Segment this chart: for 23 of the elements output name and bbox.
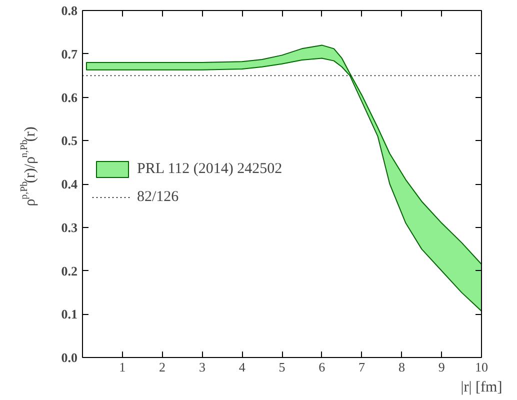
x-tick-label: 4 — [238, 360, 246, 374]
x-tick-label: 7 — [358, 360, 366, 374]
y-tick-label: 0.4 — [61, 176, 78, 192]
y-tick-label: 0.7 — [61, 46, 78, 62]
y-tick-label: 0.2 — [61, 263, 78, 278]
x-tick-label: 5 — [278, 360, 286, 374]
x-tick-label: 10 — [475, 360, 488, 374]
x-tick-label: 6 — [318, 360, 326, 374]
x-axis-title: |r| [fm] — [460, 380, 502, 396]
y-tick-label: 0.1 — [61, 306, 78, 322]
x-tick-label: 1 — [119, 360, 126, 374]
y-tick-label: 0.8 — [61, 3, 78, 18]
y-tick-label: 0.6 — [61, 90, 78, 105]
y-tick-label: 0.0 — [61, 350, 78, 365]
x-tick-label: 3 — [198, 360, 206, 374]
x-tick-label: 2 — [159, 360, 166, 374]
y-tick-label: 0.5 — [61, 133, 78, 148]
legend-label: 82/126 — [137, 188, 179, 206]
x-tick-label: 8 — [398, 360, 405, 374]
legend-label: PRL 112 (2014) 242502 — [137, 160, 282, 178]
y-axis-title: ρp,Pb(r)/ρn,Pb(r) — [19, 126, 38, 206]
y-tick-label: 0.3 — [61, 220, 78, 235]
x-tick-label: 9 — [438, 360, 445, 374]
